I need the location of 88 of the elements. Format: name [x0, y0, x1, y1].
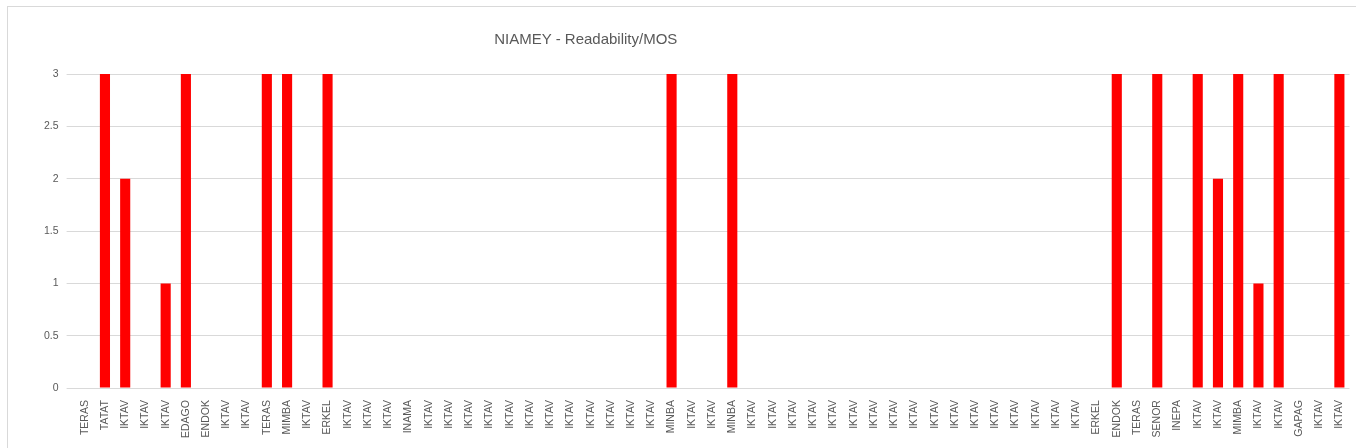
x-tick-label: IKTAV	[381, 400, 394, 429]
x-tick-label: IKTAV	[138, 400, 151, 429]
x-tick-label: IKTAV	[644, 400, 657, 429]
x-tick-label: IKTAV	[482, 400, 495, 429]
bar	[1111, 74, 1122, 388]
x-tick-label: IKTAV	[765, 400, 778, 429]
x-tick-label: IKTAV	[583, 400, 596, 429]
x-tick-label: ERKEL	[320, 399, 333, 435]
x-tick-label: IKTAV	[684, 400, 697, 429]
bar	[666, 74, 677, 388]
y-tick-label: 0.5	[43, 328, 59, 341]
bar	[180, 74, 191, 388]
bar	[282, 74, 293, 388]
x-tick-label: IKTAV	[806, 400, 819, 429]
x-tick-label: IKTAV	[947, 400, 960, 429]
bar	[160, 283, 171, 388]
x-tick-label: SENOR	[1150, 399, 1163, 438]
y-tick-label: 2.5	[43, 119, 59, 132]
y-tick-label: 3	[52, 66, 59, 79]
x-tick-label: TERAS	[259, 400, 272, 436]
x-tick-label: IKTAV	[1008, 400, 1021, 429]
x-tick-label: MINBA	[664, 400, 677, 434]
x-tick-label: IKTAV	[1210, 400, 1223, 429]
bar	[1212, 178, 1224, 388]
bar	[1334, 74, 1345, 388]
x-tick-label: INEPA	[1170, 400, 1183, 431]
x-tick-label: IKTAV	[1251, 400, 1264, 429]
x-tick-label: MIMBA	[1231, 400, 1244, 435]
x-tick-label: MIMBA	[279, 400, 292, 435]
bar	[727, 74, 738, 388]
bar	[322, 74, 333, 388]
x-tick-label: ENDOK	[1109, 400, 1122, 438]
x-tick-label: IKTAV	[968, 400, 981, 429]
y-tick-label: 1.5	[43, 223, 59, 236]
x-tick-label: EDAGO	[178, 400, 191, 439]
x-tick-label: IKTAV	[1271, 400, 1284, 429]
x-tick-label: IKTAV	[219, 400, 232, 429]
x-tick-label: INAMA	[401, 400, 414, 434]
x-tick-label: TERAS	[77, 400, 90, 436]
x-tick-label: IKTAV	[1069, 400, 1082, 429]
x-tick-label: IKTAV	[1332, 400, 1345, 429]
x-tick-label: IKTAV	[745, 400, 758, 429]
x-tick-label: IKTAV	[118, 400, 131, 429]
x-tick-label: GAPAG	[1291, 400, 1304, 437]
x-tick-label: IKTAV	[866, 400, 879, 429]
x-tick-label: IKTAV	[502, 400, 515, 429]
bar	[261, 74, 272, 388]
x-tick-label: IKTAV	[785, 400, 798, 429]
x-tick-label: IKTAV	[239, 400, 252, 429]
y-tick-label: 2	[52, 171, 59, 184]
x-tick-label: IKTAV	[543, 400, 556, 429]
x-tick-label: IKTAV	[522, 400, 535, 429]
x-tick-label: IKTAV	[563, 400, 576, 429]
bar	[1253, 283, 1264, 388]
x-tick-label: IKTAV	[887, 400, 900, 429]
x-tick-label: IKTAV	[1028, 400, 1041, 429]
x-tick-label: TERAS	[1129, 400, 1142, 436]
bar	[1273, 74, 1284, 388]
x-tick-label: IKTAV	[846, 400, 859, 429]
x-tick-label: IKTAV	[158, 400, 171, 429]
x-tick-label: IKTAV	[623, 400, 636, 429]
bar	[99, 74, 111, 388]
x-tick-label: IKTAV	[1190, 400, 1203, 429]
bar	[1233, 74, 1244, 388]
bar	[1152, 74, 1163, 388]
x-tick-label: IKTAV	[704, 400, 717, 429]
bar	[120, 178, 131, 388]
x-tick-label: IKTAV	[826, 400, 839, 429]
x-tick-label: ERKEL	[1089, 399, 1102, 435]
x-tick-label: IKTAV	[462, 400, 475, 429]
y-tick-label: 1	[52, 276, 59, 289]
chart-title: NIAMEY - Readability/MOS	[494, 30, 678, 48]
x-tick-label: ENDOK	[199, 400, 212, 438]
x-tick-label: IKTAV	[1048, 400, 1061, 429]
x-tick-label: IKTAV	[988, 400, 1001, 429]
x-tick-label: IKTAV	[927, 400, 940, 429]
x-tick-label: TATAT	[97, 399, 110, 431]
x-tick-label: IKTAV	[360, 400, 373, 429]
x-tick-label: IKTAV	[441, 400, 454, 429]
x-tick-label: IKTAV	[1312, 400, 1325, 429]
x-tick-label: MINBA	[725, 400, 738, 434]
x-tick-label: IKTAV	[340, 400, 353, 429]
x-tick-label: IKTAV	[421, 400, 434, 429]
y-tick-label: 0	[52, 380, 59, 393]
x-tick-label: IKTAV	[907, 400, 920, 429]
bar	[1192, 74, 1203, 388]
x-tick-label: IKTAV	[300, 400, 313, 429]
x-tick-label: IKTAV	[603, 400, 616, 429]
